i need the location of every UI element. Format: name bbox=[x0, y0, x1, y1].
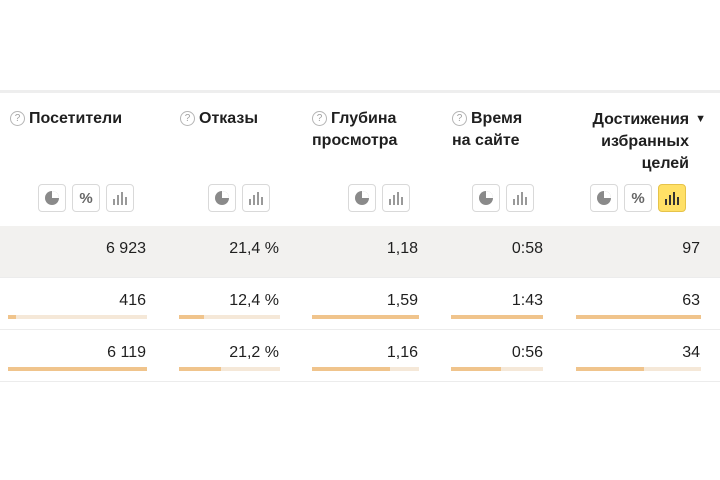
help-icon[interactable]: ? bbox=[452, 111, 467, 126]
cell-time: 0:56 bbox=[511, 344, 543, 361]
bounces-view-buttons bbox=[208, 184, 270, 212]
time-view-buttons bbox=[472, 184, 534, 212]
header-goals[interactable]: Достижения ▼ избранных целей bbox=[592, 111, 706, 172]
table-row-total: 6 923 21,4 % 1,18 0:58 97 bbox=[0, 226, 720, 278]
cell-time: 0:58 bbox=[511, 240, 543, 257]
table-row[interactable]: 6 119 21,2 % 1,16 0:56 34 bbox=[0, 330, 720, 382]
bar-goals bbox=[576, 367, 701, 371]
bar-chart-button[interactable] bbox=[106, 184, 134, 212]
bar-chart-button[interactable] bbox=[382, 184, 410, 212]
pie-chart-button[interactable] bbox=[472, 184, 500, 212]
bar-depth bbox=[312, 315, 419, 319]
help-icon[interactable]: ? bbox=[10, 111, 25, 126]
header-depth[interactable]: ? Глубина просмотра bbox=[312, 110, 398, 149]
pie-chart-button[interactable] bbox=[590, 184, 618, 212]
visitors-view-buttons: % bbox=[38, 184, 134, 212]
bar-chart-button-active[interactable] bbox=[658, 184, 686, 212]
header-visitors[interactable]: ? Посетители bbox=[10, 108, 122, 130]
help-icon[interactable]: ? bbox=[312, 111, 327, 126]
bar-chart-icon bbox=[665, 192, 679, 205]
bar-visitors bbox=[8, 367, 147, 371]
bar-chart-icon bbox=[113, 192, 127, 205]
cell-depth: 1,18 bbox=[386, 240, 418, 257]
cell-visitors: 6 923 bbox=[105, 240, 146, 257]
bar-chart-button[interactable] bbox=[506, 184, 534, 212]
cell-bounces: 21,4 % bbox=[229, 240, 279, 257]
cell-goals: 34 bbox=[682, 344, 700, 361]
pie-chart-button[interactable] bbox=[38, 184, 66, 212]
cell-visitors: 416 bbox=[119, 292, 146, 309]
help-icon[interactable]: ? bbox=[180, 111, 195, 126]
bar-depth bbox=[312, 367, 419, 371]
bar-chart-icon bbox=[249, 192, 263, 205]
pie-chart-icon bbox=[479, 191, 493, 205]
bar-chart-icon bbox=[389, 192, 403, 205]
cell-depth: 1,16 bbox=[386, 344, 418, 361]
goals-view-buttons: % bbox=[590, 184, 686, 212]
cell-bounces: 12,4 % bbox=[229, 292, 279, 309]
bar-time bbox=[451, 315, 543, 319]
header-time[interactable]: ? Время на сайте bbox=[452, 110, 523, 149]
cell-goals: 97 bbox=[682, 240, 700, 257]
percent-button[interactable]: % bbox=[624, 184, 652, 212]
cell-depth: 1,59 bbox=[386, 292, 418, 309]
table-row[interactable]: 416 12,4 % 1,59 1:43 63 bbox=[0, 278, 720, 330]
bar-chart-icon bbox=[513, 192, 527, 205]
pie-chart-icon bbox=[45, 191, 59, 205]
depth-view-buttons bbox=[348, 184, 410, 212]
header-bounces[interactable]: ? Отказы bbox=[180, 108, 258, 130]
cell-time: 1:43 bbox=[511, 292, 543, 309]
bar-bounces bbox=[179, 315, 280, 319]
bar-bounces bbox=[179, 367, 280, 371]
bar-time bbox=[451, 367, 543, 371]
pie-chart-icon bbox=[597, 191, 611, 205]
bar-chart-button[interactable] bbox=[242, 184, 270, 212]
header-divider bbox=[0, 90, 720, 93]
bar-goals bbox=[576, 315, 701, 319]
sort-desc-icon[interactable]: ▼ bbox=[695, 113, 706, 125]
pie-chart-button[interactable] bbox=[208, 184, 236, 212]
bar-visitors bbox=[8, 315, 147, 319]
pie-chart-button[interactable] bbox=[348, 184, 376, 212]
percent-button[interactable]: % bbox=[72, 184, 100, 212]
pie-chart-icon bbox=[215, 191, 229, 205]
cell-visitors: 6 119 bbox=[107, 344, 146, 361]
cell-goals: 63 bbox=[682, 292, 700, 309]
pie-chart-icon bbox=[355, 191, 369, 205]
cell-bounces: 21,2 % bbox=[229, 344, 279, 361]
